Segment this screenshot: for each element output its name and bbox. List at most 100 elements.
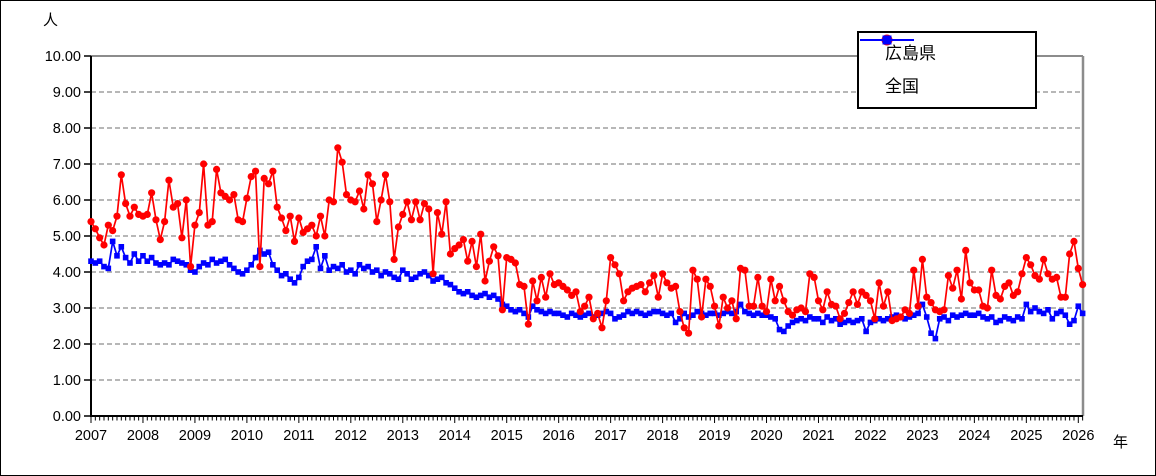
data-point-広島県: [658, 270, 667, 278]
data-point-広島県: [199, 160, 208, 168]
data-point-広島県: [524, 320, 532, 328]
data-point-全国: [369, 269, 376, 275]
data-point-広島県: [771, 297, 779, 305]
data-point-広島県: [286, 212, 294, 220]
data-point-広島県: [381, 171, 390, 179]
data-point-全国: [404, 271, 410, 277]
data-point-全国: [1066, 321, 1073, 327]
data-point-広島県: [533, 297, 541, 305]
data-point-全国: [742, 308, 748, 315]
data-point-全国: [399, 267, 406, 273]
data-point-広島県: [537, 273, 545, 281]
data-point-全国: [278, 272, 285, 279]
data-point-全国: [183, 262, 190, 268]
data-point-全国: [789, 319, 796, 326]
x-axis-title: 年: [1113, 434, 1129, 451]
data-point-広島県: [126, 212, 134, 220]
data-point-広島県: [663, 279, 671, 287]
data-point-全国: [490, 292, 497, 299]
data-point-広島県: [425, 205, 433, 213]
legend: 広島県 全国: [857, 31, 1037, 109]
data-point-全国: [772, 316, 778, 322]
data-point-全国: [967, 312, 973, 318]
data-point-広島県: [338, 158, 346, 166]
data-point-全国: [421, 269, 428, 275]
data-point-広島県: [884, 288, 892, 296]
data-point-広島県: [1044, 270, 1052, 278]
data-point-全国: [361, 265, 367, 272]
data-point-広島県: [481, 277, 489, 285]
data-point-全国: [495, 296, 501, 302]
data-point-広島県: [225, 196, 234, 204]
data-point-全国: [845, 317, 852, 324]
y-tick-label: 10.00: [45, 49, 81, 65]
data-point-広島県: [585, 293, 593, 301]
data-point-全国: [975, 310, 982, 317]
data-point-全国: [607, 310, 614, 317]
data-point-全国: [928, 330, 934, 336]
x-tick-label: 2011: [283, 428, 314, 444]
data-point-広島県: [996, 295, 1004, 303]
y-tick-label: 4.00: [53, 265, 81, 281]
data-point-全国: [529, 303, 536, 309]
data-point-広島県: [775, 282, 784, 290]
data-point-広島県: [866, 297, 875, 305]
data-point-広島県: [399, 210, 407, 218]
data-point-全国: [677, 316, 683, 322]
data-point-全国: [620, 312, 627, 318]
data-point-広島県: [156, 236, 164, 244]
data-point-広島県: [433, 209, 442, 217]
x-tick-label: 2023: [906, 428, 938, 444]
data-point-全国: [1062, 312, 1069, 318]
data-point-広島県: [334, 144, 342, 152]
data-point-広島県: [113, 212, 121, 220]
data-point-全国: [218, 258, 224, 264]
data-point-全国: [521, 310, 527, 317]
data-point-全国: [1075, 303, 1082, 309]
data-point-全国: [768, 314, 774, 320]
data-point-全国: [910, 312, 917, 318]
data-point-全国: [205, 262, 211, 268]
blue-line-square-marker-icon: [860, 35, 914, 45]
data-point-広島県: [728, 297, 736, 305]
data-point-全国: [135, 258, 142, 264]
data-point-全国: [1032, 305, 1038, 311]
data-point-全国: [235, 269, 242, 275]
data-point-全国: [880, 317, 887, 324]
data-point-全国: [244, 267, 250, 273]
data-point-広島県: [1061, 293, 1069, 301]
data-point-全国: [283, 271, 289, 277]
data-point-広島県: [312, 232, 320, 240]
data-point-全国: [261, 251, 268, 257]
data-point-全国: [417, 271, 423, 277]
data-point-全国: [642, 312, 649, 318]
data-point-広島県: [732, 315, 740, 323]
data-point-全国: [127, 260, 133, 266]
y-tick-label: 1.00: [53, 373, 81, 389]
data-point-広島県: [546, 270, 554, 278]
data-point-全国: [651, 308, 657, 315]
data-point-広島県: [264, 180, 273, 188]
data-point-全国: [1014, 314, 1021, 320]
data-point-広島県: [966, 279, 974, 287]
data-point-広島県: [983, 304, 991, 312]
data-point-広島県: [247, 173, 255, 181]
data-point-全国: [96, 258, 103, 264]
data-point-全国: [902, 316, 908, 322]
data-point-広島県: [572, 288, 580, 296]
data-point-広島県: [368, 180, 377, 188]
data-point-全国: [153, 260, 159, 266]
data-point-広島県: [394, 223, 403, 231]
data-point-全国: [1023, 301, 1030, 308]
y-tick-label: 0.00: [53, 409, 81, 425]
data-point-広島県: [290, 237, 299, 245]
data-point-広島県: [143, 210, 151, 218]
data-point-広島県: [117, 171, 125, 179]
data-point-全国: [438, 274, 445, 281]
data-point-広島県: [364, 171, 372, 179]
data-point-広島県: [455, 241, 463, 249]
data-point-全国: [317, 265, 324, 272]
data-point-全国: [547, 308, 553, 315]
data-point-広島県: [719, 293, 727, 301]
data-point-全国: [581, 312, 588, 318]
